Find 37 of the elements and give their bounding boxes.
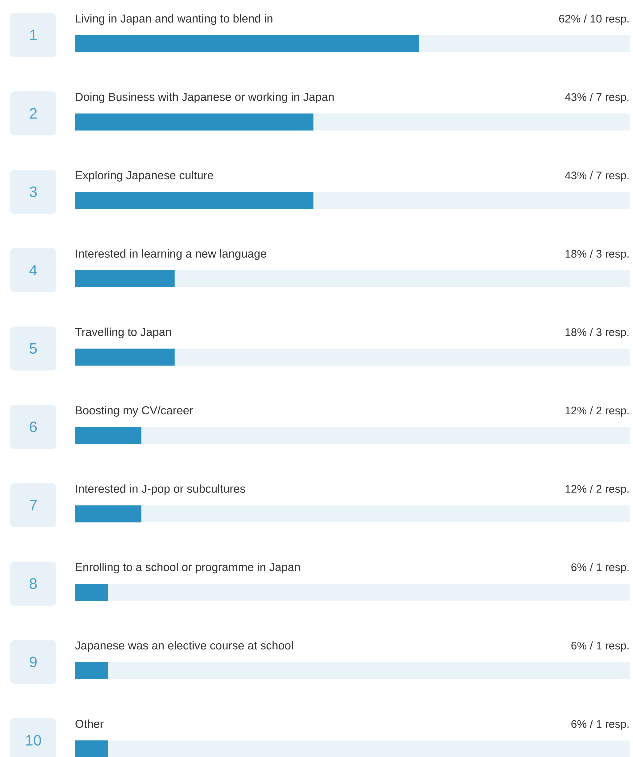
y-tick-label: Travelling to Japan: [75, 328, 172, 339]
y-tick-label: Doing Business with Japanese or working in Japan: [76, 92, 334, 104]
data-label: 62% / 10 resp.: [559, 14, 629, 26]
bar: [75, 348, 175, 366]
text: 2: [30, 108, 37, 119]
bar: [75, 427, 142, 444]
bar: [75, 584, 108, 601]
text: 9: [30, 656, 37, 668]
y-tick-label: Interested in J-pop or subcultures: [76, 484, 246, 496]
text: 10: [26, 735, 42, 746]
data-label: 18% / 3 resp.: [566, 250, 629, 260]
text: 3: [30, 186, 38, 198]
y-tick-label: Enrolling to a school or programme in Japan: [76, 562, 300, 574]
text: 4: [30, 265, 38, 276]
data-label: 12% / 2 resp.: [566, 484, 629, 496]
y-tick-label: Other: [76, 720, 104, 728]
data-label: 43% / 7 resp.: [565, 93, 629, 104]
data-label: 12% / 2 resp.: [566, 406, 629, 417]
data-label: 43% / 7 resp.: [565, 171, 629, 182]
y-tick-label: Interested in learning a new language: [76, 250, 266, 260]
text: 7: [30, 500, 37, 511]
bar: [75, 506, 142, 523]
y-tick-label: Japanese was an elective course at school: [75, 641, 294, 652]
data-label: 6% / 1 resp.: [572, 563, 629, 574]
text: 8: [30, 578, 38, 590]
text: 6: [30, 422, 38, 432]
y-tick-label: Boosting my CV/career: [76, 406, 194, 417]
data-label: 18% / 3 resp.: [566, 328, 629, 338]
text: 5: [30, 344, 38, 354]
y-tick-label: Exploring Japanese culture: [76, 171, 214, 182]
y-tick-label: Living in Japan and wanting to blend in: [76, 14, 273, 26]
bar: [75, 662, 108, 680]
bar: [75, 740, 108, 757]
data-label: 6% / 1 resp.: [572, 642, 629, 652]
data-label: 6% / 1 resp.: [572, 720, 629, 730]
bar: [75, 270, 175, 288]
text: 1: [30, 30, 37, 40]
